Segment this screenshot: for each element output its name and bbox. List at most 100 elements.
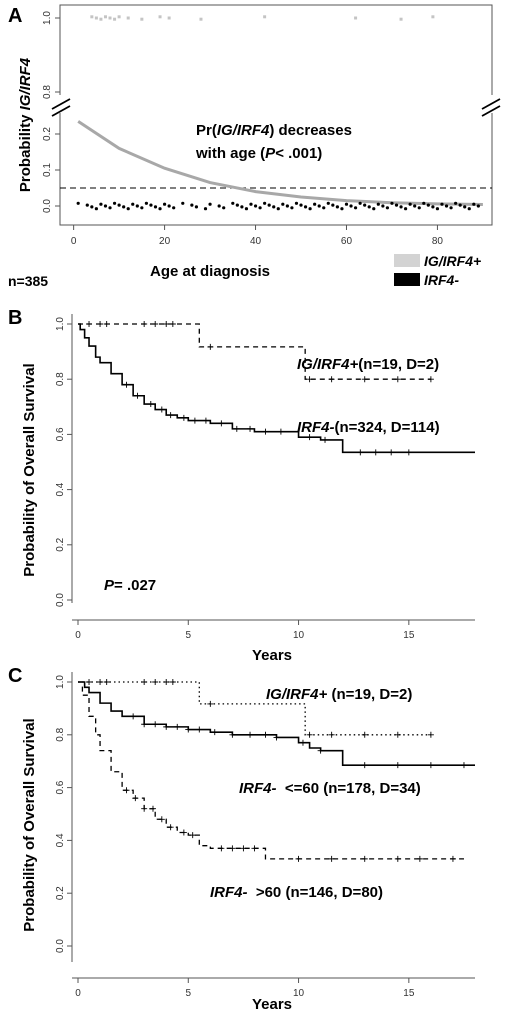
panel-b-y-ticks: 0.0 0.2 0.4 0.6 0.8 1.0 [55, 317, 72, 607]
panel-a-positive-points [90, 15, 435, 21]
panel-a: A 0.8 1.0 0.0 0.1 0.2 0 20 40 60 80 Probability … [8, 4, 501, 289]
panel-c-censor-1-10 [262, 731, 269, 738]
panel-c-y-tick-label-4: 0.8 [55, 727, 66, 741]
panel-b: B 0.0 0.2 0.4 0.6 0.8 1.0 0 5 10 15 Probability … [8, 307, 475, 664]
legend-swatch-positive [394, 254, 420, 267]
panel-b-label-ig-irf4-positive: IG/IRF4+(n=19, D=2) [297, 356, 439, 373]
panel-c-x-tick-label-0: 0 [75, 988, 81, 999]
panel-a-negative-point-18 [162, 202, 167, 206]
panel-a-plot-frame [59, 4, 493, 226]
panel-b-censor-0-9 [328, 376, 335, 383]
panel-a-negative-point-75 [444, 204, 449, 208]
panel-b-censor-1-9 [233, 425, 240, 432]
panel-a-negative-point-70 [422, 201, 426, 205]
legend-label-positive: IG/IRF4+ [424, 253, 481, 269]
panel-a-negative-point-3 [94, 207, 98, 211]
panel-a-positive-point-4 [108, 16, 112, 20]
panel-c-censor-0-2 [103, 679, 110, 685]
panel-c-censor-0-1 [97, 679, 104, 685]
panel-a-negative-point-48 [322, 206, 326, 210]
panel-a-negative-point-34 [258, 206, 262, 210]
panel-a-negative-point-33 [253, 204, 258, 208]
panel-a-negative-point-22 [190, 203, 194, 207]
panel-a-negative-point-1 [85, 203, 89, 207]
panel-a-positive-point-8 [140, 17, 144, 21]
panel-a-negative-point-24 [203, 207, 208, 211]
panel-b-y-tick-label-3: 0.6 [55, 427, 66, 441]
panel-a-negative-point-29 [235, 203, 239, 207]
panel-a-annotation-line1: Pr(IG/IRF4) decreases [196, 122, 352, 139]
panel-a-negative-point-65 [399, 205, 403, 209]
panel-a-axis-break-right [481, 98, 501, 117]
panel-a-positive-point-0 [90, 15, 94, 19]
panel-c-censor-1-8 [229, 731, 236, 738]
panel-a-positive-point-9 [158, 15, 162, 19]
panel-b-censor-1-18 [405, 449, 412, 456]
panel-c-censor-1-6 [196, 726, 203, 733]
panel-c-censor-1-1 [141, 721, 148, 728]
panel-c-censor-1-3 [163, 723, 170, 730]
panel-a-negative-point-20 [172, 206, 176, 210]
panel-c-censor-1-16 [427, 762, 434, 769]
panel-c-label-irf4-le60: IRF4- <=60 (n=178, D=34) [239, 780, 421, 797]
panel-b-censor-0-2 [103, 321, 110, 327]
panel-a-negative-point-58 [367, 205, 371, 209]
panel-c-censor-1-5 [185, 726, 192, 733]
panel-c-curve-2 [78, 681, 464, 860]
panel-c-censor-1-11 [273, 734, 280, 741]
panel-a-negative-point-74 [440, 202, 444, 206]
panel-a-negative-point-15 [149, 203, 153, 207]
panel-b-censor-1-3 [158, 406, 165, 413]
panel-a-negative-point-66 [404, 207, 408, 211]
panel-a-y-tick-lower-label-0: 0.0 [42, 199, 53, 213]
panel-b-censor-0-1 [97, 321, 104, 327]
panel-a-negative-point-40 [285, 204, 289, 208]
panel-c-censor-2-13 [328, 855, 335, 862]
panel-c-survival-curves [78, 679, 475, 862]
panel-a-negative-point-43 [299, 203, 303, 207]
panel-a-positive-point-2 [99, 17, 103, 21]
panel-a-negative-point-39 [281, 202, 285, 206]
panel-b-y-tick-label-4: 0.8 [55, 372, 66, 386]
panel-b-censor-1-10 [247, 425, 254, 432]
panel-a-annotation-line2: with age (P< .001) [195, 145, 322, 162]
panel-c-y-tick-label-5: 1.0 [55, 675, 66, 689]
panel-a-negative-point-57 [363, 203, 367, 207]
panel-c-censor-1-9 [247, 731, 254, 738]
panel-a-negative-point-56 [358, 201, 362, 205]
panel-c-censor-2-16 [416, 855, 423, 862]
panel-c-censor-2-6 [180, 829, 187, 836]
panel-c-censor-2-17 [449, 855, 456, 862]
panel-a-negative-point-59 [372, 207, 376, 211]
panel-b-censor-1-17 [388, 449, 395, 456]
panel-b-survival-curves [78, 321, 475, 456]
panel-b-censor-0-10 [361, 376, 368, 383]
panel-c-censor-2-15 [394, 855, 401, 862]
panel-a-legend: IG/IRF4+ IRF4- [394, 253, 481, 288]
panel-a-negative-point-44 [303, 205, 308, 209]
panel-c-censor-2-4 [158, 816, 165, 823]
panel-b-y-tick-label-2: 0.4 [55, 482, 66, 496]
panel-c-censor-2-10 [240, 845, 247, 852]
panel-a-negative-point-16 [153, 205, 158, 209]
panel-a-negative-point-45 [308, 207, 312, 211]
panel-c-censor-0-11 [394, 731, 401, 738]
panel-a-positive-point-12 [263, 15, 267, 19]
panel-a-negative-point-63 [390, 201, 394, 205]
panel-a-negative-point-27 [222, 206, 226, 210]
panel-b-censor-1-8 [218, 420, 225, 427]
panel-c-y-tick-label-3: 0.6 [55, 780, 66, 794]
panel-c-censor-1-2 [152, 721, 159, 728]
panel-a-negative-point-19 [167, 204, 171, 208]
panel-a-negative-point-80 [467, 207, 471, 211]
panel-a-negative-point-60 [376, 202, 380, 206]
panel-a-negative-point-21 [181, 201, 185, 205]
panel-b-letter: B [8, 307, 22, 329]
panel-a-negative-point-81 [472, 202, 476, 206]
panel-b-censor-1-11 [262, 428, 269, 435]
panel-a-negative-point-7 [112, 201, 117, 205]
panel-a-negative-point-52 [340, 207, 344, 211]
panel-b-censor-1-6 [191, 417, 198, 424]
panel-a-negative-point-61 [381, 204, 385, 208]
panel-c-censor-0-0 [86, 679, 93, 685]
